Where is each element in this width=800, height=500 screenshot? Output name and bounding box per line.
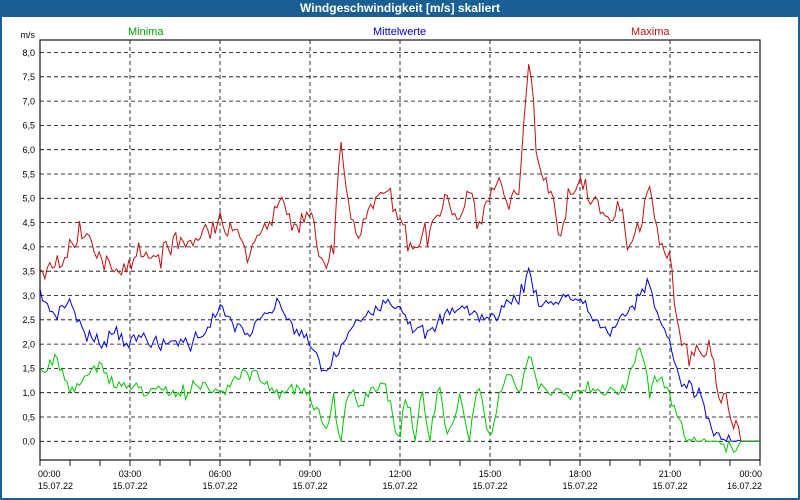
svg-text:1,0: 1,0: [22, 388, 35, 398]
svg-text:16.07.22: 16.07.22: [727, 481, 762, 491]
svg-text:21:00: 21:00: [659, 469, 682, 479]
svg-text:15.07.22: 15.07.22: [38, 481, 73, 491]
svg-text:5,0: 5,0: [22, 194, 35, 204]
svg-text:00:00: 00:00: [739, 469, 762, 479]
svg-text:15.07.22: 15.07.22: [292, 481, 327, 491]
svg-text:5,5: 5,5: [22, 169, 35, 179]
svg-text:15.07.22: 15.07.22: [472, 481, 507, 491]
svg-text:15.07.22: 15.07.22: [652, 481, 687, 491]
svg-text:7,0: 7,0: [22, 96, 35, 106]
svg-text:0,5: 0,5: [22, 412, 35, 422]
svg-text:3,0: 3,0: [22, 291, 35, 301]
svg-text:15.07.22: 15.07.22: [202, 481, 237, 491]
svg-text:8,0: 8,0: [22, 48, 35, 58]
svg-text:15.07.22: 15.07.22: [382, 481, 417, 491]
svg-text:4,0: 4,0: [22, 242, 35, 252]
svg-text:18:00: 18:00: [569, 469, 592, 479]
svg-text:2,0: 2,0: [22, 339, 35, 349]
svg-text:06:00: 06:00: [209, 469, 232, 479]
svg-text:00:00: 00:00: [38, 469, 61, 479]
svg-text:0,0: 0,0: [22, 437, 35, 447]
svg-text:3,5: 3,5: [22, 267, 35, 277]
svg-text:15.07.22: 15.07.22: [562, 481, 597, 491]
svg-text:m/s: m/s: [21, 30, 36, 40]
svg-text:12:00: 12:00: [389, 469, 412, 479]
svg-text:15.07.22: 15.07.22: [112, 481, 147, 491]
svg-text:2,5: 2,5: [22, 315, 35, 325]
svg-text:7,5: 7,5: [22, 72, 35, 82]
svg-text:15:00: 15:00: [479, 469, 502, 479]
svg-text:6,0: 6,0: [22, 145, 35, 155]
svg-text:6,5: 6,5: [22, 121, 35, 131]
svg-text:03:00: 03:00: [119, 469, 142, 479]
svg-text:4,5: 4,5: [22, 218, 35, 228]
svg-text:09:00: 09:00: [299, 469, 322, 479]
svg-text:1,5: 1,5: [22, 364, 35, 374]
